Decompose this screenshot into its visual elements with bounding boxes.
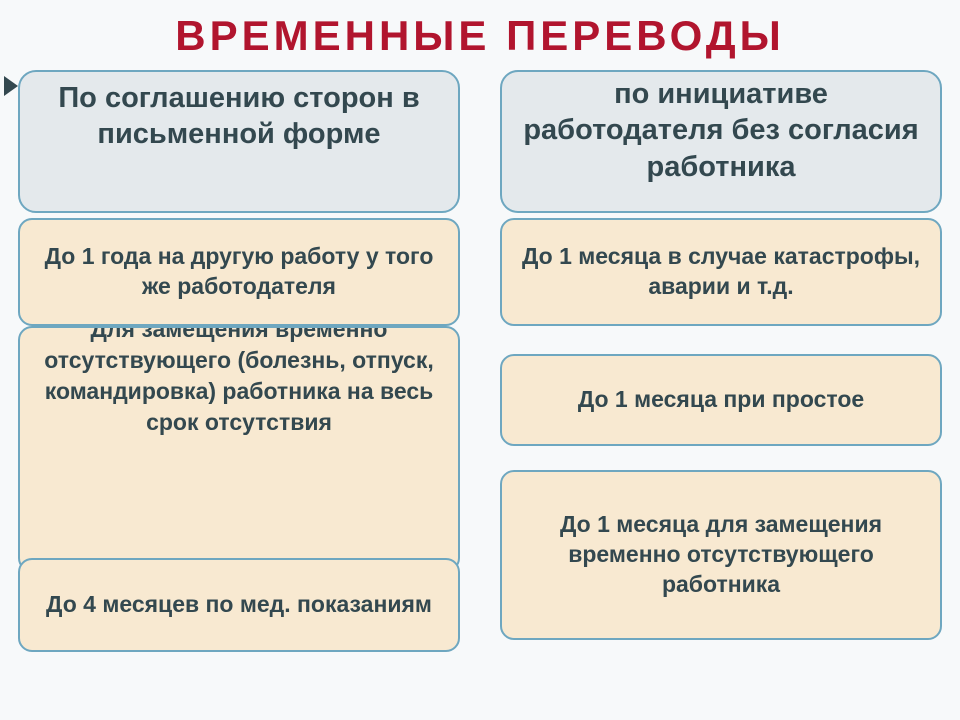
right-card-3-text: До 1 месяца для замещения временно отсут… [516,510,926,600]
left-header: По соглашению сторон в письменной форме [18,70,460,213]
left-card-3-text: До 4 месяцев по мед. показаниям [46,590,432,620]
left-card-3: До 4 месяцев по мед. показаниям [18,558,460,652]
left-card-2: Для замещения временно отсутствующего (б… [18,326,460,572]
right-card-3: До 1 месяца для замещения временно отсут… [500,470,942,640]
right-header: по инициативе работодателя без согласия … [500,70,942,213]
left-column: По соглашению сторон в письменной форме … [18,70,460,213]
right-card-2-text: До 1 месяца при простое [578,385,864,415]
right-card-2: До 1 месяца при простое [500,354,942,446]
right-column: по инициативе работодателя без согласия … [500,70,942,213]
right-card-1: До 1 месяца в случае катастрофы, аварии … [500,218,942,326]
left-card-2-text: Для замещения временно отсутствующего (б… [20,326,458,438]
left-card-1-text: До 1 года на другую работу у того же раб… [34,242,444,302]
right-header-text: по инициативе работодателя без согласия … [520,76,922,185]
left-header-text: По соглашению сторон в письменной форме [38,80,440,153]
left-card-1: До 1 года на другую работу у того же раб… [18,218,460,326]
bullet-icon [4,76,18,96]
slide-title: ВРЕМЕННЫЕ ПЕРЕВОДЫ [18,12,942,60]
columns: По соглашению сторон в письменной форме … [18,70,942,213]
right-card-1-text: До 1 месяца в случае катастрофы, аварии … [516,242,926,302]
